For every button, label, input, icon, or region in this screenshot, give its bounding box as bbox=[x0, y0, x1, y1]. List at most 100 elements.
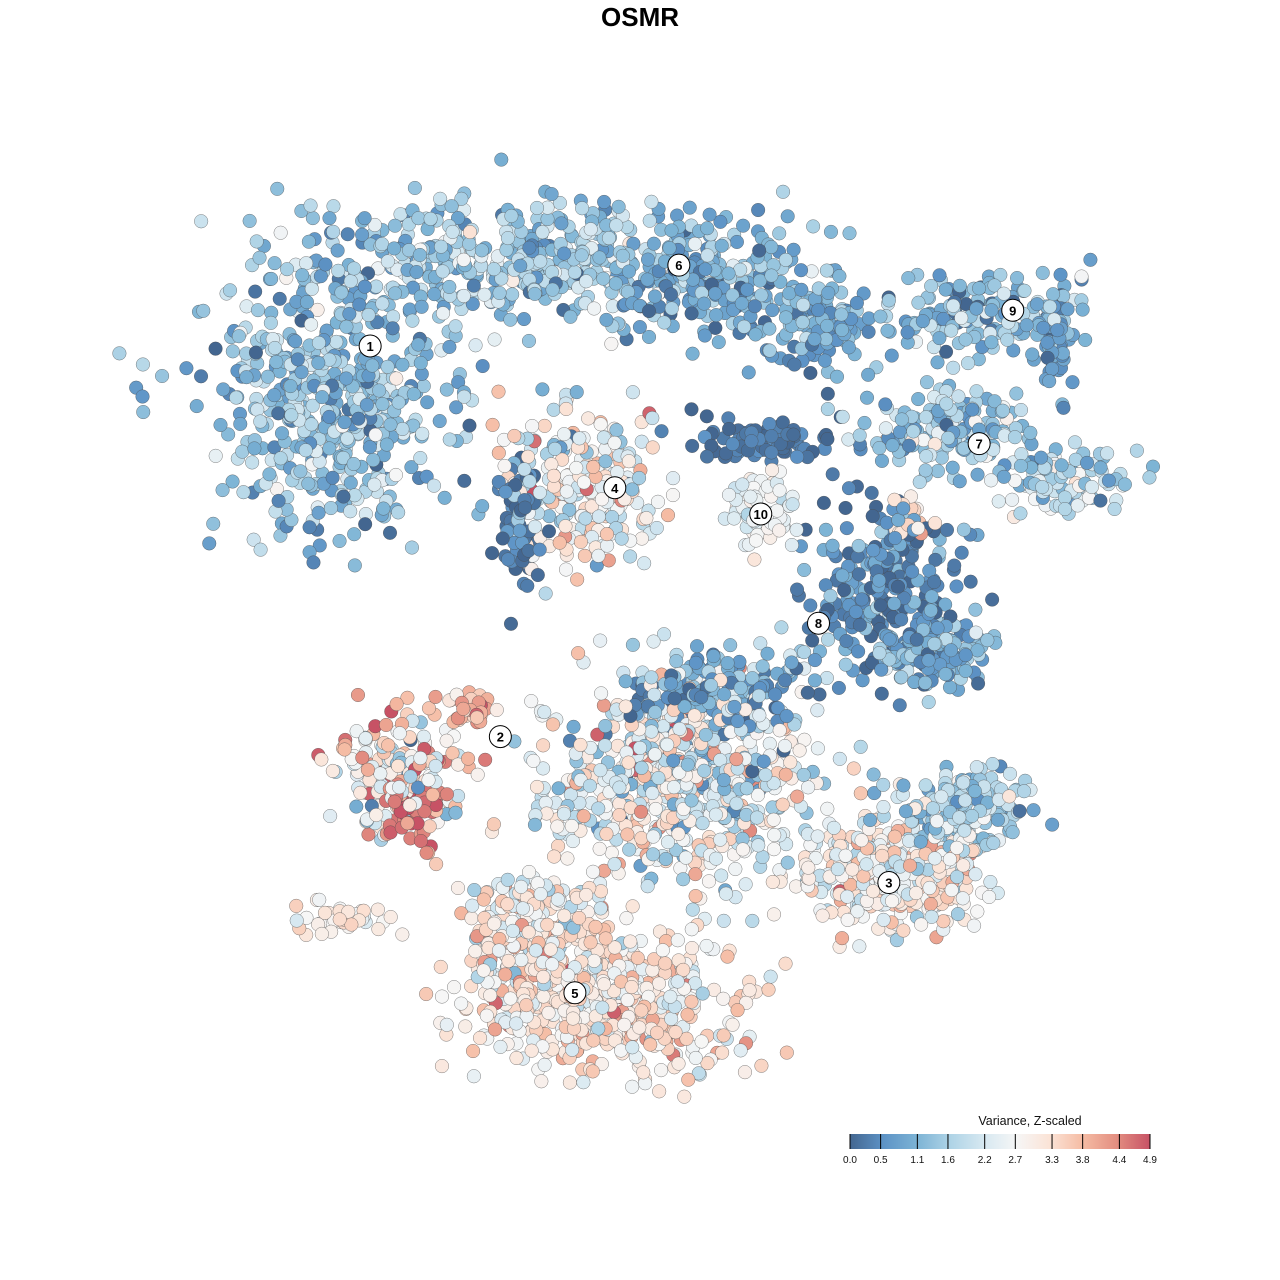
data-point bbox=[922, 880, 937, 895]
data-point bbox=[666, 471, 681, 486]
data-point bbox=[1013, 458, 1028, 473]
data-point bbox=[615, 248, 630, 263]
data-point bbox=[775, 184, 791, 199]
data-point bbox=[634, 760, 649, 775]
data-point bbox=[306, 555, 321, 570]
data-point bbox=[343, 274, 358, 289]
data-point bbox=[841, 340, 856, 355]
data-point bbox=[649, 520, 664, 536]
data-point bbox=[267, 388, 282, 403]
data-point bbox=[984, 303, 999, 318]
data-point bbox=[544, 457, 559, 472]
data-point bbox=[536, 989, 551, 1004]
data-point bbox=[474, 243, 489, 258]
data-point bbox=[655, 943, 670, 958]
data-point bbox=[1075, 302, 1090, 317]
data-point bbox=[357, 211, 372, 226]
data-point bbox=[810, 829, 825, 844]
data-point bbox=[1056, 400, 1071, 415]
data-point bbox=[952, 474, 967, 489]
data-point bbox=[872, 646, 887, 661]
data-point bbox=[379, 437, 394, 452]
data-point bbox=[380, 359, 395, 374]
data-point bbox=[609, 218, 624, 233]
data-point bbox=[587, 301, 602, 316]
data-point bbox=[293, 464, 308, 479]
data-point bbox=[896, 501, 911, 516]
data-point bbox=[811, 303, 826, 318]
data-point bbox=[630, 950, 645, 966]
data-point bbox=[558, 562, 574, 577]
data-point bbox=[433, 191, 448, 206]
data-point bbox=[208, 448, 223, 463]
data-point bbox=[810, 741, 825, 756]
data-point bbox=[685, 346, 700, 361]
data-point bbox=[700, 221, 715, 236]
data-point bbox=[598, 718, 613, 734]
data-point bbox=[493, 1039, 508, 1054]
data-point bbox=[206, 516, 221, 531]
data-point bbox=[252, 250, 267, 265]
data-point bbox=[684, 402, 699, 417]
data-point bbox=[267, 256, 282, 271]
data-point bbox=[882, 632, 897, 647]
data-point bbox=[517, 462, 532, 477]
data-point bbox=[942, 680, 958, 695]
data-point bbox=[735, 842, 750, 857]
data-point bbox=[649, 1025, 665, 1040]
data-point bbox=[958, 332, 973, 347]
data-point bbox=[721, 266, 736, 281]
data-point bbox=[112, 346, 127, 361]
data-point bbox=[457, 473, 472, 488]
data-point bbox=[529, 200, 545, 215]
data-point bbox=[943, 643, 959, 658]
data-point bbox=[911, 392, 926, 407]
data-point bbox=[969, 301, 984, 316]
data-point bbox=[684, 941, 700, 956]
data-point bbox=[699, 409, 714, 424]
data-point bbox=[527, 286, 542, 301]
data-point bbox=[1045, 361, 1060, 376]
data-point bbox=[477, 287, 492, 302]
data-point bbox=[967, 918, 982, 933]
data-point bbox=[571, 646, 586, 661]
data-point bbox=[503, 312, 518, 327]
data-point bbox=[607, 857, 622, 872]
data-point bbox=[664, 1011, 679, 1026]
data-point bbox=[641, 304, 657, 319]
data-point bbox=[351, 411, 366, 426]
data-point bbox=[375, 296, 390, 311]
data-point bbox=[301, 476, 316, 491]
data-point bbox=[318, 257, 333, 272]
data-point bbox=[566, 719, 581, 734]
data-point bbox=[135, 357, 150, 372]
data-point bbox=[689, 639, 705, 654]
data-point bbox=[801, 860, 816, 875]
data-point bbox=[969, 384, 984, 399]
data-point bbox=[522, 474, 537, 489]
data-point bbox=[963, 574, 978, 589]
data-point bbox=[737, 319, 752, 334]
data-point bbox=[593, 633, 608, 648]
data-point bbox=[767, 827, 782, 843]
data-point bbox=[295, 268, 310, 283]
data-point bbox=[721, 487, 737, 502]
data-point bbox=[299, 256, 314, 271]
data-point bbox=[583, 935, 598, 950]
data-point bbox=[535, 382, 550, 397]
data-point bbox=[946, 360, 961, 375]
data-point bbox=[656, 627, 672, 642]
data-point bbox=[636, 1065, 651, 1080]
data-point bbox=[779, 1045, 794, 1060]
data-point bbox=[970, 643, 985, 658]
data-point bbox=[867, 786, 882, 801]
data-point bbox=[563, 309, 578, 324]
data-point bbox=[911, 295, 926, 310]
data-point bbox=[894, 670, 909, 685]
data-point bbox=[572, 431, 587, 446]
data-point bbox=[969, 760, 984, 775]
data-point bbox=[537, 705, 552, 720]
data-point bbox=[532, 542, 547, 557]
data-point bbox=[621, 755, 636, 770]
